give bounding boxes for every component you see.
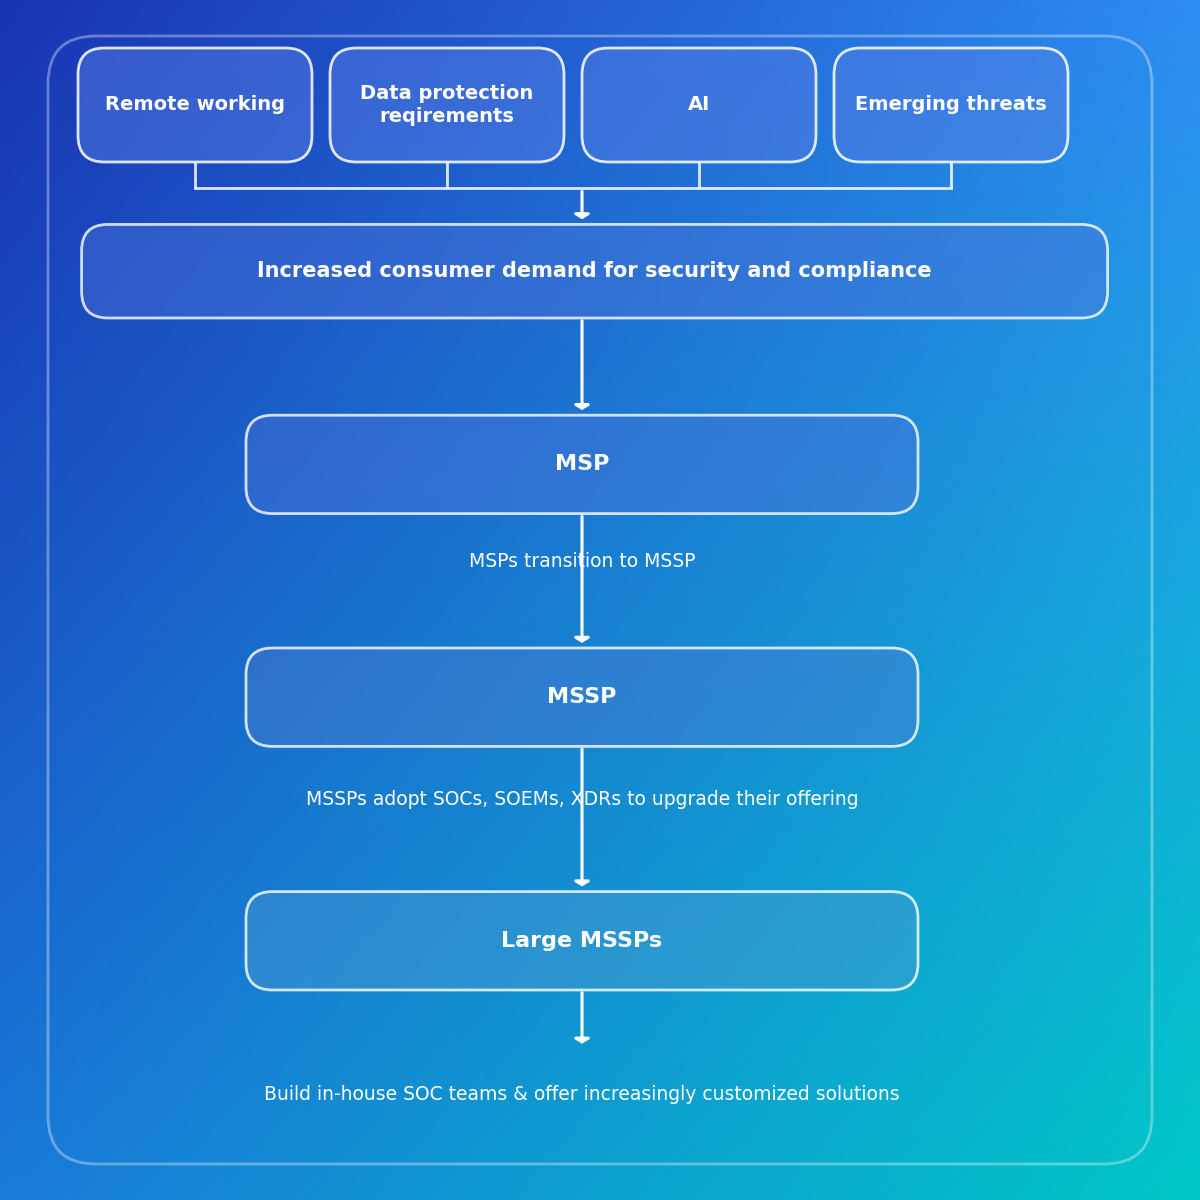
FancyBboxPatch shape xyxy=(246,415,918,514)
Text: MSP: MSP xyxy=(554,455,610,474)
FancyBboxPatch shape xyxy=(582,48,816,162)
FancyBboxPatch shape xyxy=(246,892,918,990)
Text: Build in-house SOC teams & offer increasingly customized solutions: Build in-house SOC teams & offer increas… xyxy=(264,1085,900,1104)
FancyBboxPatch shape xyxy=(82,224,1108,318)
Text: Data protection
reqirements: Data protection reqirements xyxy=(360,84,534,126)
FancyBboxPatch shape xyxy=(246,648,918,746)
Text: Large MSSPs: Large MSSPs xyxy=(502,931,662,950)
Text: Remote working: Remote working xyxy=(106,96,286,114)
Text: Increased consumer demand for security and compliance: Increased consumer demand for security a… xyxy=(257,262,932,281)
Text: AI: AI xyxy=(688,96,710,114)
FancyBboxPatch shape xyxy=(78,48,312,162)
Text: MSSP: MSSP xyxy=(547,688,617,707)
Text: MSPs transition to MSSP: MSPs transition to MSSP xyxy=(469,552,695,571)
Text: Emerging threats: Emerging threats xyxy=(856,96,1046,114)
Text: MSSPs adopt SOCs, SOEMs, XDRs to upgrade their offering: MSSPs adopt SOCs, SOEMs, XDRs to upgrade… xyxy=(306,791,858,809)
FancyBboxPatch shape xyxy=(330,48,564,162)
FancyBboxPatch shape xyxy=(834,48,1068,162)
